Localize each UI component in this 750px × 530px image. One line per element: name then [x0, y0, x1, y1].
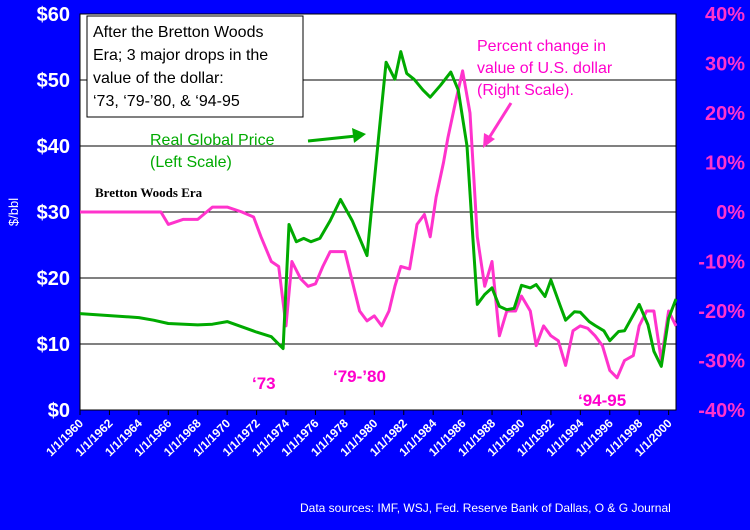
- price-annotation-arrow: [307, 134, 357, 143]
- era-label-79-80: ‘79-’80: [333, 367, 386, 386]
- left-tick-label: $50: [37, 70, 70, 92]
- era-label-94-95: ‘94-95: [578, 391, 626, 410]
- y-axis-label: $/bbl: [6, 198, 21, 226]
- dollar-annotation-arrow: [487, 102, 513, 139]
- price-annotation-arrowhead: [352, 128, 366, 143]
- dollar-annotation-line: (Right Scale).: [477, 82, 574, 99]
- x-axis-ticks: 1/1/19601/1/19621/1/19641/1/19661/1/1968…: [43, 410, 675, 459]
- annotation-box-line: Era; 3 major drops in the: [93, 47, 268, 64]
- left-tick-label: $0: [48, 400, 70, 422]
- data-sources: Data sources: IMF, WSJ, Fed. Reserve Ban…: [300, 501, 671, 515]
- left-tick-label: $10: [37, 334, 70, 356]
- series-line-price: [79, 50, 678, 368]
- series-line-dollar: [80, 69, 678, 380]
- right-tick-label: 10%: [705, 153, 745, 175]
- right-tick-label: 20%: [705, 103, 745, 125]
- annotation-box: [86, 15, 304, 118]
- annotation-box-line: After the Bretton Woods: [93, 24, 263, 41]
- dollar-annotation-arrowhead: [483, 133, 495, 148]
- price-annotation-line: (Left Scale): [150, 154, 232, 171]
- right-tick-label: 40%: [705, 4, 745, 26]
- right-tick-label: -40%: [698, 400, 745, 422]
- left-tick-label: $40: [37, 136, 70, 158]
- right-tick-label: -30%: [698, 351, 745, 373]
- right-tick-label: 0%: [716, 202, 745, 224]
- price-annotation-line: Real Global Price: [150, 132, 275, 149]
- right-tick-label: 30%: [705, 54, 745, 76]
- annotation-box-line: value of the dollar:: [93, 70, 224, 87]
- dollar-annotation-line: Percent change in: [477, 38, 606, 55]
- left-tick-label: $60: [37, 4, 70, 26]
- right-axis-ticks: -40% -30% -20% -10% 0% 10% 20% 30% 40%: [698, 4, 745, 422]
- bretton-woods-label: Bretton Woods Era: [95, 185, 203, 200]
- right-tick-label: -10%: [698, 252, 745, 274]
- annotation-box-line: ‘73, ‘79-’80, & ‘94-95: [93, 93, 240, 110]
- right-tick-label: -20%: [698, 301, 745, 323]
- left-tick-label: $30: [37, 202, 70, 224]
- era-label-73: ‘73: [252, 374, 276, 393]
- left-axis-ticks: $0 $10 $20 $30 $40 $50 $60: [37, 4, 70, 422]
- dollar-annotation-line: value of U.S. dollar: [477, 60, 613, 77]
- left-tick-label: $20: [37, 268, 70, 290]
